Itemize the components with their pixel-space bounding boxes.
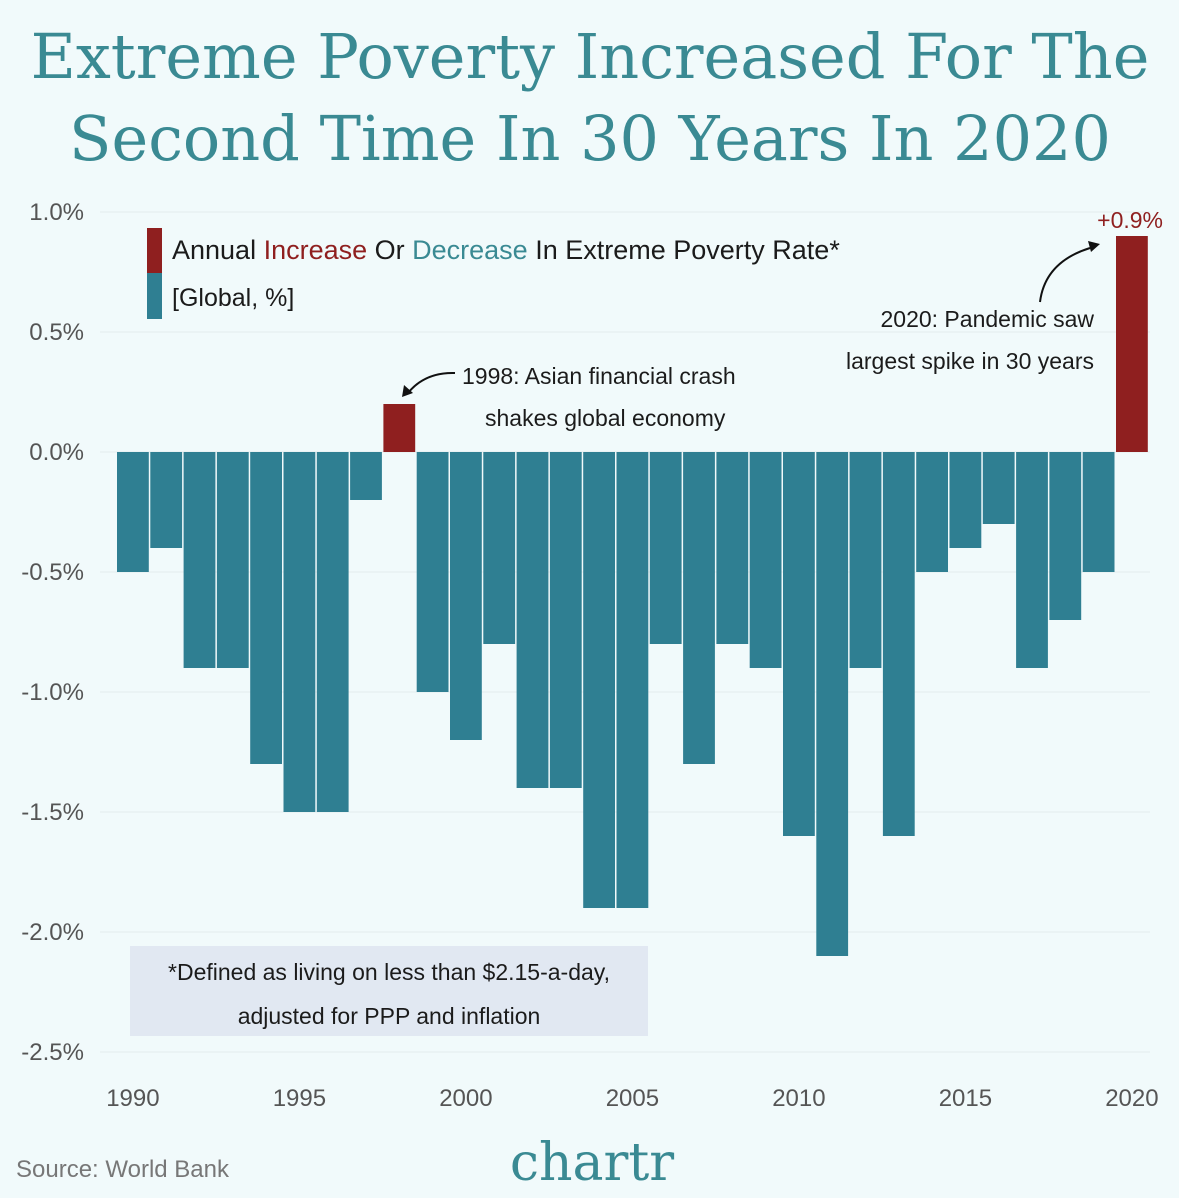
chart-title-line2: Second Time In 30 Years In 2020 [69, 102, 1111, 175]
bar-1992 [183, 452, 216, 668]
x-tick-label: 2005 [606, 1085, 659, 1112]
arrow-1998 [407, 371, 456, 394]
bar-1990 [117, 452, 149, 572]
bar-1995 [283, 452, 316, 812]
legend-decrease: Decrease [412, 235, 528, 265]
bar-2005 [616, 452, 649, 908]
footnote-line1: *Defined as living on less than $2.15-a-… [168, 959, 610, 985]
x-tick-label: 1995 [273, 1085, 326, 1112]
bar-1999 [416, 452, 449, 692]
annotation-1998-line2: shakes global economy [485, 405, 726, 431]
bar-2009 [749, 452, 782, 668]
bar-2018 [1049, 452, 1082, 620]
footnote-box [130, 946, 648, 1036]
bar-2004 [583, 452, 615, 908]
bar-2016 [982, 452, 1015, 524]
x-axis-ticks: 1990 1995 2000 2005 2010 2015 2020 [106, 1085, 1158, 1112]
annotation-2020-line1: 2020: Pandemic saw [880, 306, 1094, 332]
x-tick-label: 2020 [1105, 1085, 1158, 1112]
x-tick-label: 2015 [939, 1085, 992, 1112]
bar-1998 [383, 404, 416, 452]
bar-2017 [1016, 452, 1048, 668]
y-tick-label: -2.5% [21, 1039, 84, 1066]
bar-1997 [350, 452, 382, 500]
annotation-1998-line1: 1998: Asian financial crash [462, 363, 736, 389]
legend-swatch-increase [147, 228, 162, 273]
bar-2019 [1082, 452, 1115, 572]
bar-2000 [450, 452, 482, 740]
legend-subtitle: [Global, %] [172, 284, 294, 312]
legend-swatch-decrease [147, 273, 162, 319]
legend-title: Annual Increase Or Decrease In Extreme P… [172, 235, 840, 265]
bar-2010 [783, 452, 815, 836]
bar-2008 [716, 452, 749, 644]
bar-2003 [549, 452, 582, 788]
bar-2015 [949, 452, 982, 548]
y-tick-label: -2.0% [21, 919, 84, 946]
legend-text: Or [367, 235, 412, 265]
data-label-2020: +0.9% [1097, 207, 1163, 233]
y-axis-ticks: 1.0% 0.5% 0.0% -0.5% -1.0% -1.5% -2.0% -2.5% [21, 199, 84, 1066]
bar-1991 [150, 452, 183, 548]
bar-1994 [250, 452, 282, 764]
bar-2013 [882, 452, 915, 836]
y-tick-label: -0.5% [21, 559, 84, 586]
y-tick-label: -1.0% [21, 679, 84, 706]
source: Source: World Bank [16, 1156, 230, 1183]
bar-2012 [849, 452, 882, 668]
bar-2001 [483, 452, 516, 644]
bar-2011 [816, 452, 849, 956]
bar-1996 [316, 452, 349, 812]
bar-2014 [916, 452, 948, 572]
footnote-line2: adjusted for PPP and inflation [238, 1003, 541, 1029]
arrowhead-2020 [1088, 241, 1100, 252]
x-tick-label: 2000 [439, 1085, 492, 1112]
legend-text: Annual [172, 235, 264, 265]
annotation-2020-line2: largest spike in 30 years [846, 348, 1094, 374]
y-tick-label: 0.0% [29, 439, 84, 466]
bar-1993 [216, 452, 249, 668]
bar-2006 [649, 452, 682, 644]
bar-2020 [1116, 236, 1148, 452]
y-tick-label: 1.0% [29, 199, 84, 226]
bar-2007 [683, 452, 715, 764]
legend-text: In Extreme Poverty Rate* [528, 235, 841, 265]
bar-2002 [516, 452, 549, 788]
x-tick-label: 2010 [772, 1085, 825, 1112]
arrow-2020 [1039, 247, 1091, 303]
y-tick-label: -1.5% [21, 799, 84, 826]
legend-increase: Increase [264, 235, 368, 265]
chart-title-line1: Extreme Poverty Increased For The [31, 20, 1150, 93]
arrowhead-1998 [402, 385, 413, 397]
y-tick-label: 0.5% [29, 319, 84, 346]
x-tick-label: 1990 [106, 1085, 159, 1112]
bars [117, 236, 1148, 956]
chartr-logo: chartr [510, 1133, 674, 1193]
